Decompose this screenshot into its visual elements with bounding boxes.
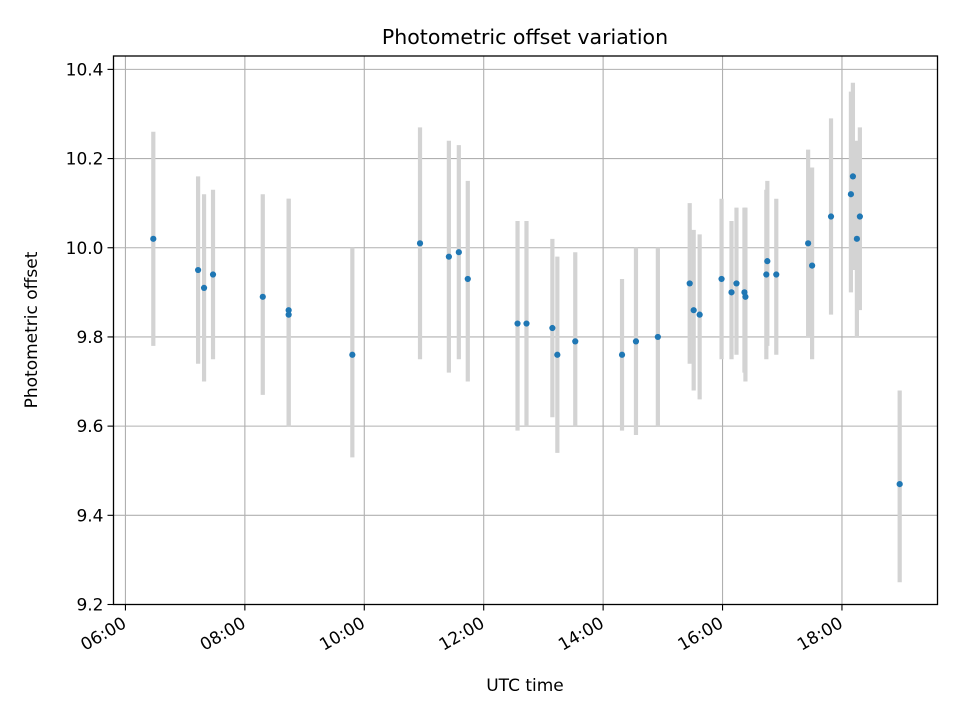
data-point	[686, 280, 693, 287]
data-point	[728, 289, 735, 296]
data-point	[733, 280, 740, 287]
data-point	[514, 320, 521, 327]
data-point	[690, 307, 697, 314]
y-tick-label: 9.8	[76, 328, 103, 348]
data-point	[285, 311, 292, 318]
data-point	[853, 235, 860, 242]
data-point	[742, 293, 749, 300]
data-point	[416, 240, 424, 247]
y-tick-label: 10.2	[66, 150, 104, 170]
data-point	[554, 351, 561, 358]
chart-title: Photometric offset variation	[382, 25, 668, 49]
data-point	[455, 249, 462, 256]
data-point	[464, 275, 471, 283]
data-point	[349, 351, 356, 358]
y-tick-label: 10.0	[66, 239, 104, 259]
data-point	[847, 191, 855, 198]
data-point	[445, 253, 452, 260]
data-point	[809, 262, 816, 269]
y-tick-label: 10.4	[66, 60, 104, 80]
data-point	[896, 480, 903, 488]
data-point	[718, 275, 725, 283]
data-point	[696, 311, 703, 318]
data-point	[549, 324, 556, 332]
data-point	[764, 258, 771, 265]
data-point	[200, 284, 208, 291]
data-point	[856, 213, 863, 220]
y-axis: 9.2 9.4 9.6 9.8 10.0 10.2 10.4	[66, 60, 114, 616]
y-axis-label: Photometric offset	[22, 251, 42, 408]
y-tick-label: 9.6	[76, 417, 103, 437]
data-point	[259, 293, 266, 300]
data-point	[285, 307, 292, 314]
data-point	[150, 235, 157, 242]
y-tick-label: 9.4	[76, 506, 103, 526]
data-point	[849, 173, 857, 180]
data-point	[827, 213, 835, 220]
data-point	[773, 271, 780, 278]
data-point	[654, 333, 661, 341]
x-axis-label: UTC time	[486, 676, 564, 696]
data-point	[632, 338, 640, 345]
y-tick-label: 9.2	[76, 596, 103, 616]
data-points	[150, 173, 903, 488]
data-point	[763, 271, 770, 278]
data-point	[572, 338, 579, 345]
data-point	[209, 271, 217, 278]
data-point	[805, 240, 812, 247]
data-point	[618, 351, 626, 358]
data-point	[194, 266, 202, 274]
plot-frame	[112, 55, 939, 606]
data-point	[523, 320, 530, 327]
